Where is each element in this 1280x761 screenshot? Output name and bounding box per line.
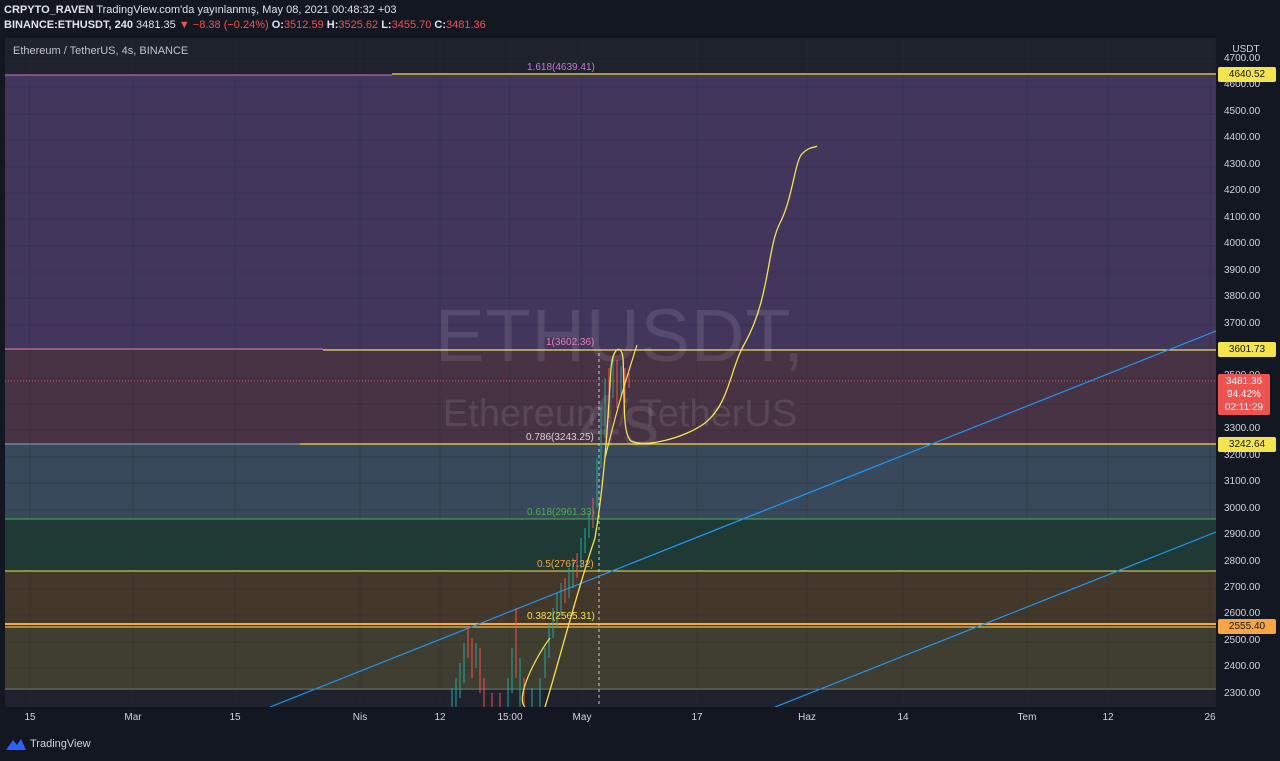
projection-curve-tail	[604, 344, 638, 459]
fib-label-1: 1(3602.36)	[546, 337, 595, 348]
price-tick: 3800.00	[1224, 291, 1261, 303]
publish-text: TradingView.com'da yayınlanmış, May 08, …	[96, 4, 397, 16]
price-tick: 2800.00	[1224, 555, 1261, 567]
price-tick: 2300.00	[1224, 687, 1261, 699]
price-axis-unit: USDT	[1232, 44, 1260, 55]
time-tick: 15:00	[497, 712, 523, 723]
high-label: H:	[326, 19, 339, 31]
fib-zone-1	[5, 350, 1216, 445]
fib-zone-0618	[5, 519, 1216, 571]
fib-label-0618: 0.618(2961.33)	[527, 507, 595, 518]
pane-title[interactable]: Ethereum / TetherUS, 4s, BINANCE	[13, 45, 189, 57]
price-label-fib-1: 3601.73	[1218, 342, 1276, 357]
high-value: 3525.62	[338, 19, 379, 31]
time-tick: 17	[691, 712, 703, 723]
low-label: L:	[381, 19, 392, 31]
price-tick: 4000.00	[1224, 238, 1261, 250]
time-tick: 12	[1102, 712, 1114, 723]
price-tick: 4500.00	[1224, 105, 1261, 117]
time-tick: 26	[1204, 712, 1216, 723]
time-axis[interactable]: 15 Mar 15 Nis 12 15:00 May 17 Haz 14 Tem 12 26	[5, 707, 1216, 729]
publish-info: CRPYTO_RAVEN TradingView.com'da yayınlan…	[4, 4, 397, 16]
price-tick: 3700.00	[1224, 317, 1261, 329]
chart-pane[interactable]: Ethereum / TetherUS, 4s, BINANCE ETHUSDT…	[5, 38, 1216, 707]
price-label-fib-0786: 3242.64	[1218, 437, 1276, 452]
time-tick: 15	[24, 712, 36, 723]
low-value: 3455.70	[391, 19, 432, 31]
fib-zone-0786	[5, 445, 1216, 519]
fib-label-0786: 0.786(3243.25)	[526, 432, 594, 443]
trendline-lower[interactable]	[774, 531, 1216, 707]
price-tick: 3000.00	[1224, 502, 1261, 514]
fib-label-05: 0.5(2767.32)	[537, 559, 594, 570]
last-price: 3481.35	[136, 19, 176, 31]
fib-zone-05	[5, 571, 1216, 624]
time-tick: May	[572, 712, 592, 723]
bar-countdown: 02:11:29	[1224, 402, 1264, 413]
price-tick: 4300.00	[1224, 158, 1261, 170]
fib-label-0382: 0.382(2565.31)	[527, 611, 595, 622]
price-tick: 3200.00	[1224, 449, 1261, 461]
price-tick: 3100.00	[1224, 476, 1261, 488]
price-tick: 3300.00	[1224, 423, 1261, 435]
price-tick: 2600.00	[1224, 608, 1261, 620]
time-tick: 15	[229, 712, 241, 723]
ohlc-info: BINANCE:ETHUSDT, 240 3481.35 ▼ −8.38 (−0…	[4, 19, 486, 31]
trendline-upper[interactable]	[269, 330, 1216, 707]
author-name[interactable]: CRPYTO_RAVEN	[4, 4, 94, 16]
symbol-label: BINANCE:ETHUSDT, 240	[4, 19, 133, 31]
current-price: 3481.36	[1225, 376, 1263, 387]
watermark-name: Ethereum / TetherUS	[442, 393, 798, 435]
watermark-symbol: ETHUSDT, 4s	[435, 294, 805, 462]
chart-canvas[interactable]	[5, 38, 1216, 707]
tradingview-logo-icon	[6, 739, 26, 750]
price-label-fib-1618: 4640.52	[1218, 67, 1276, 82]
brand-name: TradingView	[30, 738, 91, 750]
price-tick: 4100.00	[1224, 211, 1261, 223]
time-tick: 14	[897, 712, 909, 723]
price-tick: 3900.00	[1224, 264, 1261, 276]
current-percent: 94.42%	[1227, 389, 1261, 400]
price-tick: 4400.00	[1224, 132, 1261, 144]
price-axis[interactable]: USDT 4700.00 4600.00 4500.00 4400.00 4300.00…	[1216, 38, 1280, 707]
price-tick: 2700.00	[1224, 582, 1261, 593]
price-tick: 2400.00	[1224, 661, 1261, 673]
close-label: C:	[434, 19, 447, 31]
time-tick: Mar	[124, 712, 142, 723]
price-tick: 4600.00	[1224, 79, 1261, 91]
fib-zone-0382	[5, 624, 1216, 688]
time-tick: Tem	[1017, 712, 1037, 723]
open-label: O:	[271, 19, 284, 31]
footer: TradingView	[0, 729, 1280, 761]
price-tick: 2500.00	[1224, 634, 1261, 646]
cup-curve	[521, 637, 551, 707]
price-tick: 4200.00	[1224, 185, 1261, 197]
time-tick: Haz	[798, 712, 816, 723]
price-change: ▼ −8.38 (−0.24%)	[178, 19, 269, 31]
time-tick: Nis	[352, 712, 368, 723]
time-tick: 12	[434, 712, 446, 723]
price-label-fib-0382: 2555.40	[1218, 619, 1276, 634]
open-value: 3512.59	[283, 19, 324, 31]
projection-curve[interactable]	[544, 145, 818, 707]
fib-zone-1618	[5, 75, 1216, 350]
fib-label-1618: 1.618(4639.41)	[527, 62, 595, 73]
close-value: 3481.36	[446, 19, 486, 31]
price-tick: 4700.00	[1224, 53, 1261, 64]
tradingview-logo[interactable]: TradingView	[6, 738, 91, 750]
price-tick: 2900.00	[1224, 529, 1261, 541]
current-price-label: 3481.36 94.42% 02:11:29	[1218, 374, 1270, 415]
